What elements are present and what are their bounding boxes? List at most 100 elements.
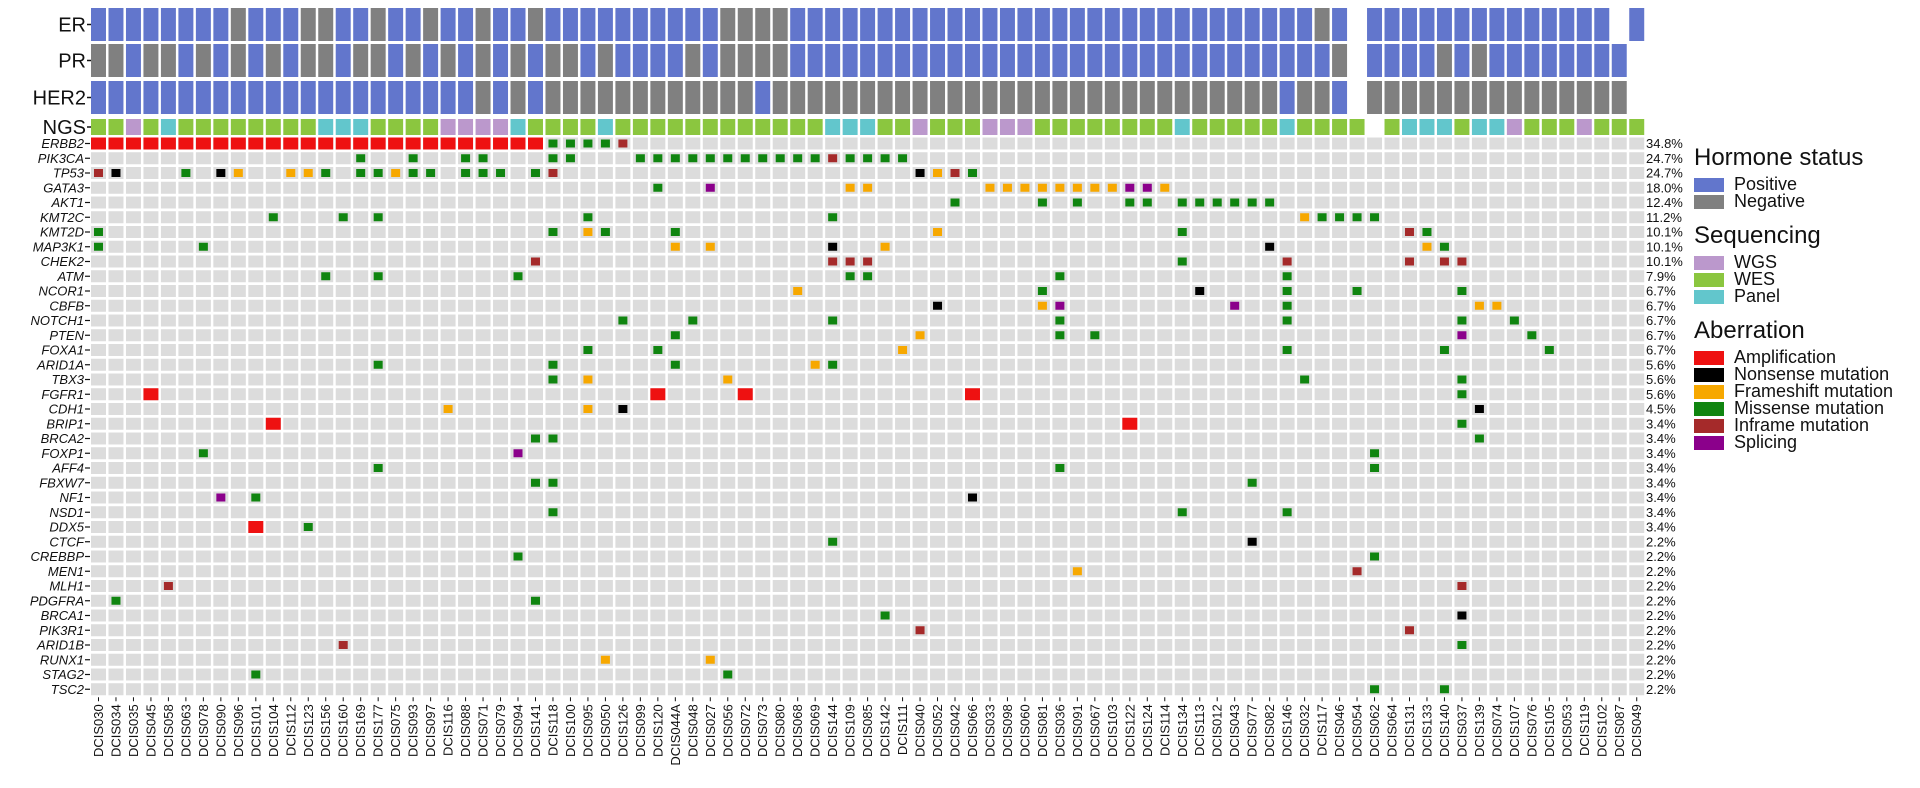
grid-cell <box>440 329 456 342</box>
grid-cell <box>1454 358 1470 371</box>
grid-cell <box>1419 447 1435 460</box>
grid-cell <box>1174 580 1190 592</box>
grid-cell <box>1489 285 1505 297</box>
grid-cell <box>195 535 211 548</box>
grid-cell <box>999 152 1015 165</box>
clinical-cell-ngs <box>1436 119 1452 135</box>
clinical-cell-er <box>737 8 753 41</box>
clinical-cell-her2 <box>1209 81 1225 114</box>
grid-cell <box>982 491 998 504</box>
alteration-mark <box>737 388 753 401</box>
grid-cell <box>1524 683 1540 696</box>
grid-cell <box>1104 447 1120 460</box>
grid-cell <box>1034 683 1050 696</box>
clinical-cell-pr <box>1594 44 1610 77</box>
grid-cell <box>108 226 124 238</box>
grid-cell <box>597 491 613 504</box>
grid-cell <box>1402 535 1417 548</box>
grid-cell <box>1594 609 1610 622</box>
grid-cell <box>1611 535 1627 548</box>
grid-cell <box>860 506 876 519</box>
grid-cell <box>650 196 666 209</box>
grid-cell <box>545 668 561 681</box>
grid-cell <box>1349 462 1365 474</box>
grid-cell <box>1594 565 1610 578</box>
alteration-mark <box>1457 257 1467 266</box>
grid-cell <box>615 240 631 253</box>
grid-cell <box>790 344 806 356</box>
alteration-mark <box>303 523 313 531</box>
grid-cell <box>737 299 753 312</box>
grid-cell <box>1402 462 1417 474</box>
grid-cell <box>91 506 106 519</box>
grid-cell <box>335 358 351 371</box>
sample-label: DCIS056 <box>720 704 735 757</box>
grid-cell <box>388 314 404 327</box>
grid-cell <box>737 344 753 356</box>
grid-cell <box>790 432 806 445</box>
grid-cell <box>91 432 106 445</box>
clinical-cell-pr <box>1541 44 1557 77</box>
grid-cell <box>1017 137 1033 150</box>
alteration-mark <box>670 331 680 340</box>
grid-cell <box>143 609 159 622</box>
grid-cell <box>947 417 963 430</box>
grid-cell <box>1384 432 1400 445</box>
grid-cell <box>930 181 946 194</box>
grid-cell <box>493 211 509 224</box>
alteration-mark <box>233 169 243 177</box>
grid-cell <box>947 521 963 533</box>
grid-cell <box>999 580 1015 592</box>
grid-cell <box>860 432 876 445</box>
grid-cell <box>1314 152 1330 165</box>
grid-cell <box>930 255 946 268</box>
grid-cell <box>528 373 543 386</box>
grid-cell <box>1122 373 1138 386</box>
grid-cell <box>650 432 666 445</box>
grid-cell <box>580 609 596 622</box>
grid-cell <box>1436 373 1452 386</box>
grid-cell <box>1297 240 1313 253</box>
grid-cell <box>1297 639 1313 651</box>
grid-cell <box>1227 240 1243 253</box>
alteration-mark <box>1457 419 1467 428</box>
grid-cell <box>178 314 194 327</box>
grid-cell <box>965 152 980 165</box>
grid-cell <box>755 137 771 150</box>
alteration-mark <box>1072 183 1082 192</box>
grid-cell <box>860 358 876 371</box>
grid-cell <box>1559 388 1575 401</box>
grid-cell <box>1489 476 1505 489</box>
legend-label-wes: WES <box>1734 269 1776 289</box>
clinical-cell-her2 <box>1541 81 1557 114</box>
grid-cell <box>1611 152 1627 165</box>
grid-cell <box>1227 285 1243 297</box>
grid-cell <box>982 535 998 548</box>
grid-cell <box>772 476 788 489</box>
grid-cell <box>283 462 299 474</box>
sample-label: DCIS098 <box>1000 704 1015 757</box>
alteration-mark <box>1352 213 1362 222</box>
grid-cell <box>405 388 421 401</box>
grid-cell <box>125 491 141 504</box>
grid-cell <box>632 476 648 489</box>
grid-cell <box>1262 565 1278 578</box>
legend-label-inframe: Inframe mutation <box>1734 415 1870 435</box>
alteration-mark <box>650 388 666 401</box>
grid-cell <box>597 535 613 548</box>
grid-cell <box>1227 506 1243 519</box>
grid-cell <box>755 181 771 194</box>
grid-cell <box>702 432 718 445</box>
grid-cell <box>999 403 1015 415</box>
grid-cell <box>1611 314 1627 327</box>
grid-cell <box>947 358 963 371</box>
grid-cell <box>458 668 474 681</box>
grid-cell <box>580 358 596 371</box>
clinical-cell-her2 <box>1139 81 1155 114</box>
clinical-cell-ngs <box>1314 119 1330 135</box>
clinical-cell-her2 <box>388 81 404 114</box>
grid-cell <box>947 211 963 224</box>
grid-cell <box>667 314 683 327</box>
grid-cell <box>1576 668 1592 681</box>
grid-cell <box>353 240 369 253</box>
